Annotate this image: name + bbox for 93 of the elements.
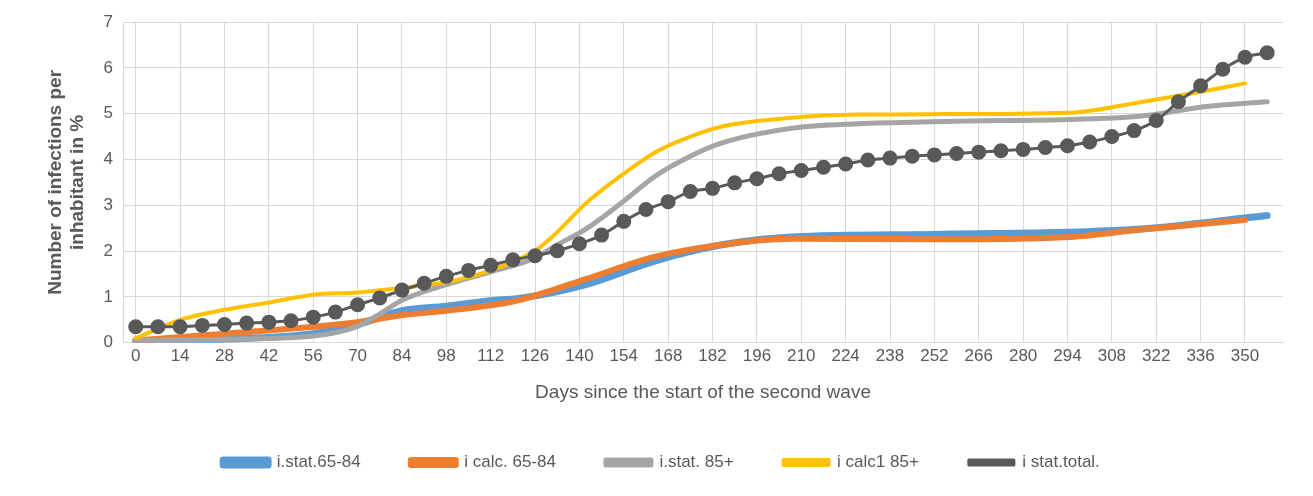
x-tick-label: 98 <box>436 345 456 365</box>
y-tick-label: 7 <box>103 11 114 31</box>
x-tick-label: 70 <box>348 345 368 365</box>
point <box>172 319 188 335</box>
point <box>261 314 277 330</box>
legend-label: i calc1 85+ <box>837 452 919 472</box>
point <box>128 319 144 335</box>
point <box>527 248 543 264</box>
y-axis-title: Number of infections per inhabitant in % <box>43 69 88 295</box>
point <box>949 146 965 162</box>
point <box>505 252 521 268</box>
point <box>216 316 232 332</box>
point <box>1237 49 1253 65</box>
legend-label: i.stat.65-84 <box>276 452 361 472</box>
point <box>705 180 721 196</box>
legend-label: i.stat. 85+ <box>659 452 734 472</box>
point <box>594 227 610 243</box>
point <box>1037 140 1053 156</box>
point <box>993 143 1009 159</box>
point <box>305 309 321 325</box>
point <box>616 213 632 229</box>
point <box>483 257 499 273</box>
y-tick-label: 1 <box>103 286 114 306</box>
point <box>350 297 366 313</box>
point <box>438 268 454 284</box>
x-tick-label: 154 <box>609 345 638 365</box>
point <box>1082 134 1098 150</box>
point <box>1059 138 1075 154</box>
point <box>1148 113 1164 129</box>
x-tick-label: 112 <box>477 345 505 365</box>
x-tick-label: 140 <box>565 345 594 365</box>
y-tick-label: 5 <box>103 103 114 123</box>
y-tick-label: 4 <box>103 149 114 169</box>
point <box>571 236 587 252</box>
point <box>727 175 743 191</box>
x-tick-label: 126 <box>520 345 550 365</box>
x-tick-label: 280 <box>1008 345 1038 365</box>
y-tick-label: 2 <box>103 240 114 260</box>
x-tick-label: 42 <box>259 345 279 365</box>
x-tick-label: 266 <box>964 345 993 365</box>
x-axis-title: Days since the start of the second wave <box>535 380 871 402</box>
y-tick-label: 6 <box>103 57 114 77</box>
point <box>1170 94 1186 110</box>
x-tick-label: 322 <box>1142 345 1171 365</box>
point <box>372 290 388 306</box>
x-tick-label: 308 <box>1097 345 1127 365</box>
point <box>1193 78 1209 94</box>
x-tick-label: 238 <box>875 345 905 365</box>
x-tick-label: 84 <box>392 345 412 365</box>
point <box>1215 61 1231 77</box>
point <box>1104 129 1120 145</box>
point <box>971 144 987 160</box>
point <box>815 159 831 175</box>
x-tick-label: 0 <box>131 345 141 365</box>
x-tick-label: 56 <box>303 345 323 365</box>
point <box>882 150 898 166</box>
point <box>150 319 166 335</box>
legend-label: i calc. 65-84 <box>464 452 556 472</box>
point <box>549 243 565 259</box>
point <box>283 313 299 329</box>
legend-label: i stat.total. <box>1022 452 1100 472</box>
x-tick-label: 196 <box>742 345 772 365</box>
x-tick-label: 224 <box>831 345 860 365</box>
point <box>926 147 942 163</box>
x-tick-label: 168 <box>653 345 683 365</box>
point <box>394 282 410 298</box>
point <box>749 171 765 187</box>
x-tick-label: 252 <box>920 345 949 365</box>
point <box>860 152 876 168</box>
y-tick-label: 3 <box>103 195 114 214</box>
x-tick-label: 14 <box>170 345 190 365</box>
point <box>461 262 476 278</box>
point <box>239 315 255 331</box>
point <box>904 148 920 164</box>
x-tick-label: 294 <box>1053 345 1082 365</box>
point <box>682 184 698 200</box>
point <box>1259 45 1275 61</box>
x-tick-label: 28 <box>215 345 234 365</box>
point <box>327 304 343 320</box>
point <box>194 317 210 333</box>
point <box>638 201 654 217</box>
point <box>660 194 676 210</box>
point <box>416 275 432 291</box>
y-tick-label: 0 <box>103 332 114 352</box>
point <box>1126 123 1142 139</box>
point <box>838 156 854 172</box>
x-tick-label: 336 <box>1186 345 1215 365</box>
x-tick-label: 182 <box>698 345 727 365</box>
point <box>1015 141 1031 157</box>
x-tick-label: 350 <box>1230 345 1260 365</box>
x-tick-label: 210 <box>787 345 816 365</box>
point <box>793 162 809 178</box>
point <box>771 166 787 182</box>
